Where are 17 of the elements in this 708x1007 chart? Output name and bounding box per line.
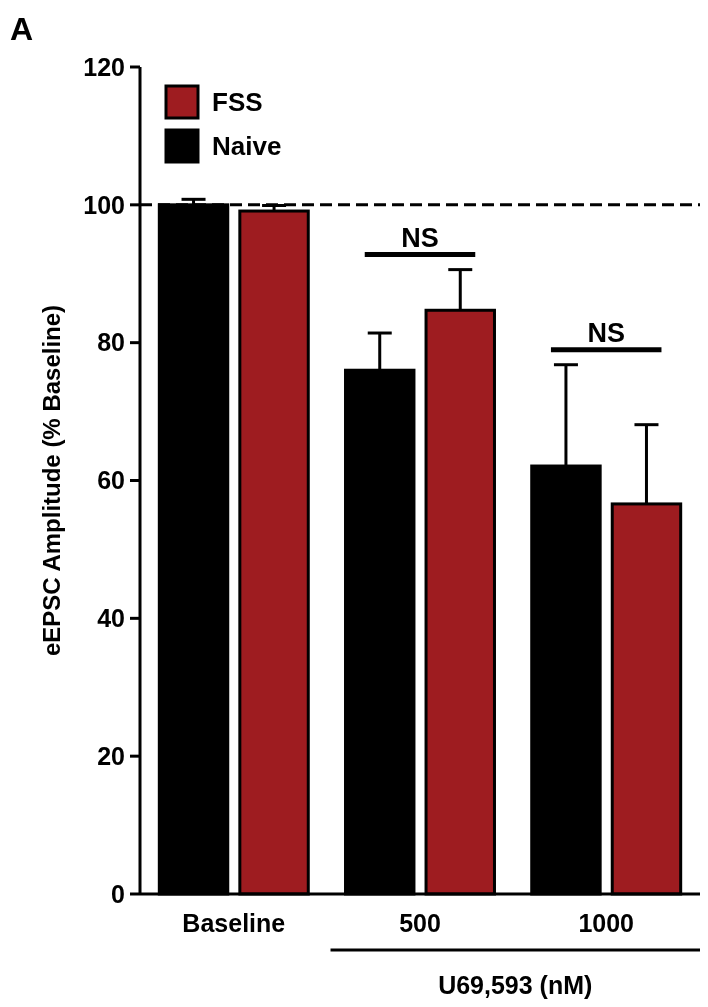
- y-tick-label: 0: [111, 879, 125, 908]
- y-tick-label: 100: [83, 190, 125, 219]
- x-tick-label: Baseline: [182, 909, 286, 937]
- text: A: [10, 11, 34, 47]
- y-tick-label: 40: [97, 604, 125, 633]
- y-tick-label: 120: [83, 52, 125, 81]
- legend-label: Naive: [212, 131, 282, 162]
- y-tick-label: 60: [97, 466, 125, 495]
- x-tick-label: 500: [399, 909, 441, 937]
- y-tick-label: 20: [97, 741, 125, 770]
- y-axis-title: eEPSC Amplitude (% Baseline): [38, 304, 66, 657]
- x-axis-title: U69,593 (nM): [438, 971, 593, 999]
- annotation: NS: [587, 317, 625, 348]
- x-tick-label: 1000: [578, 909, 635, 937]
- annotation: NS: [401, 222, 439, 253]
- legend-label: FSS: [212, 87, 263, 118]
- y-tick-label: 80: [97, 328, 125, 357]
